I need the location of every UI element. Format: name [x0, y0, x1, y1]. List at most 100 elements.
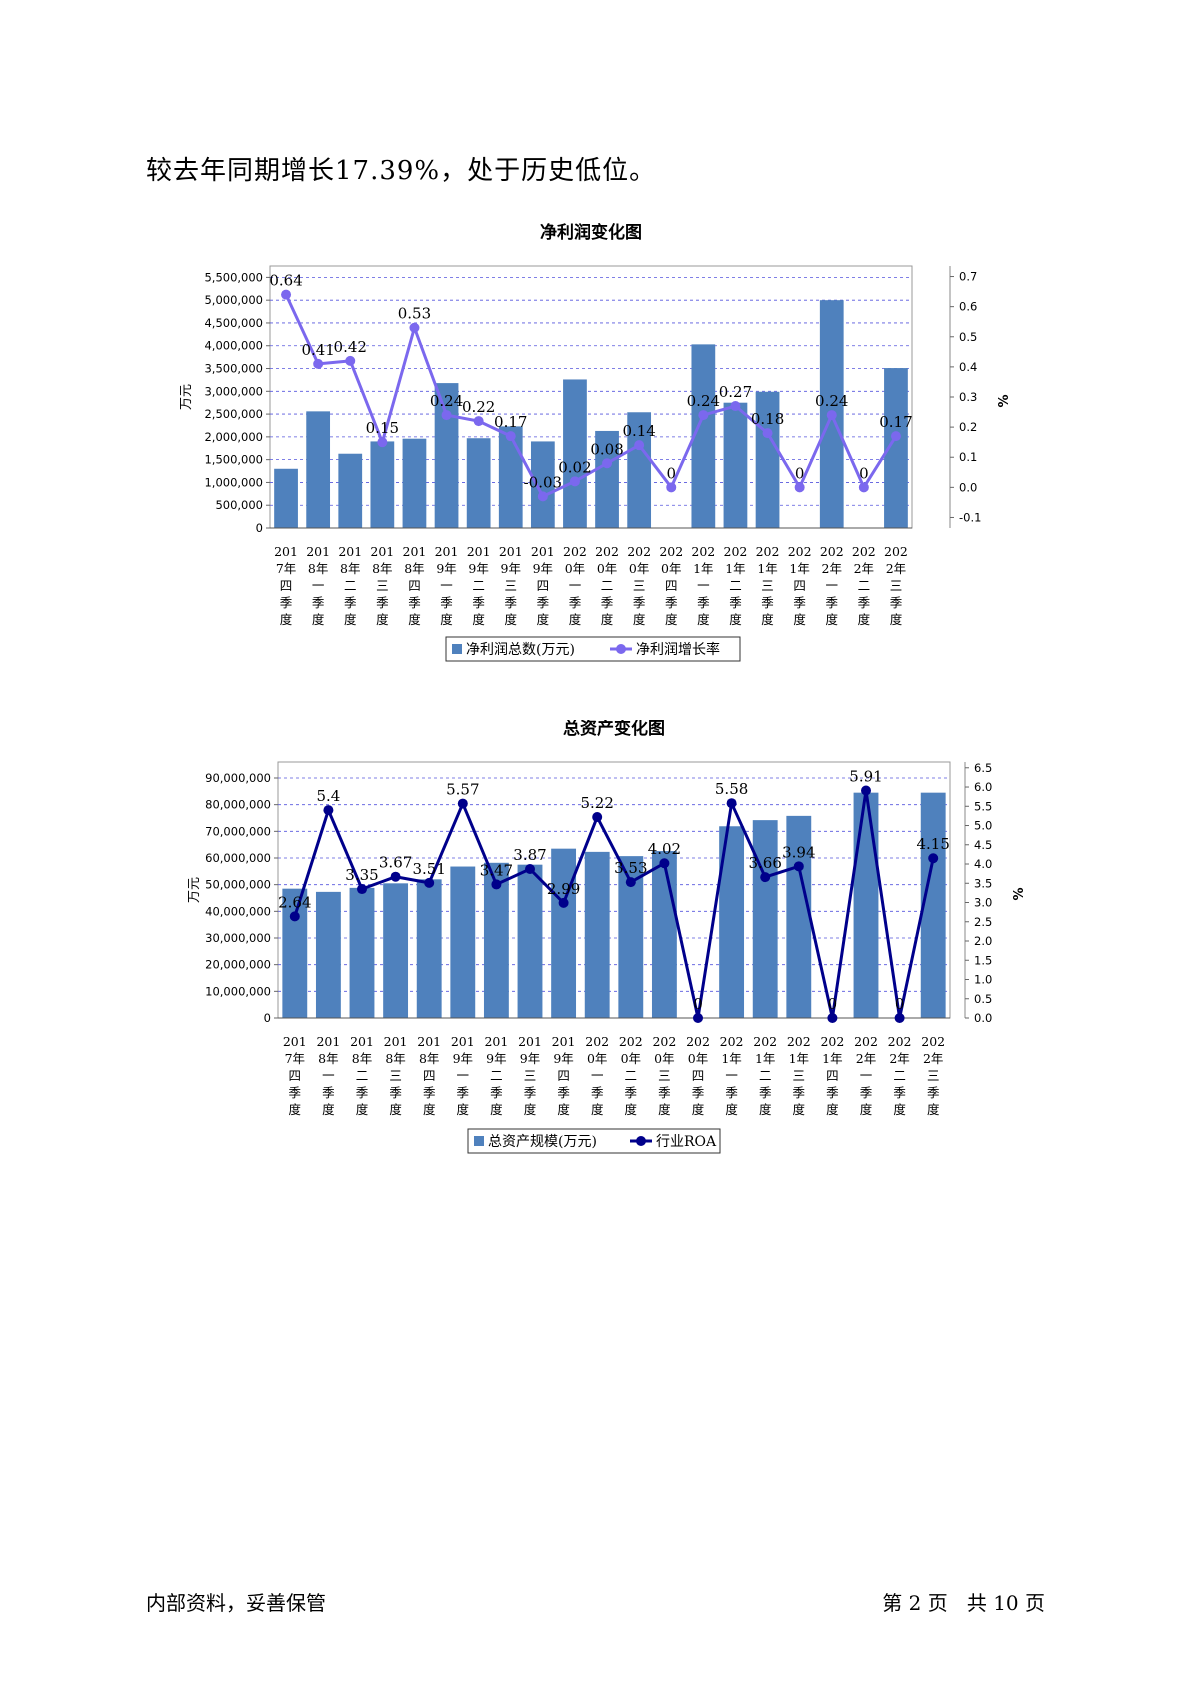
line-point [794, 482, 805, 493]
point-label: 0.41 [301, 341, 334, 359]
point-label: 0 [895, 995, 905, 1013]
legend-box [445, 636, 741, 662]
bar [274, 468, 298, 528]
y2-tick-label: 0.6 [959, 300, 977, 314]
bar [306, 411, 331, 528]
point-label: 3.67 [379, 854, 412, 872]
bar [551, 848, 577, 1018]
y2-tick-label: 0.2 [959, 420, 977, 434]
x-tick-label: 201 7年四季度 [283, 1034, 307, 1117]
line-point [890, 431, 901, 442]
y2-tick-label: 2.0 [974, 934, 992, 948]
line-series [293, 788, 935, 1020]
y-tick-label: 500,000 [215, 498, 263, 512]
y-tick-label: 70,000,000 [205, 824, 271, 838]
y-tick-label: 80,000,000 [205, 798, 271, 812]
line-point [390, 871, 401, 882]
x-tick-label: 202 1年二季度 [753, 1034, 777, 1117]
y2-tick-label: 6.5 [974, 761, 992, 775]
x-tick-label: 201 8年一季度 [316, 1034, 340, 1117]
line-point [345, 355, 356, 366]
y2-tick-label: 1.0 [974, 973, 992, 987]
net-profit-chart: 净利润变化图 0 500,000 1,000,000 1,500,000 2,000,00… [0, 220, 1191, 680]
line-point [323, 805, 334, 816]
line-point [928, 853, 939, 864]
y-tick-label: 5,500,000 [204, 270, 263, 284]
y2-tick-label: 2.5 [974, 915, 992, 929]
legend-label-line: 行业ROA [656, 1134, 717, 1150]
y-tick-label: 0 [256, 521, 263, 535]
y-tick-label: 40,000,000 [205, 904, 271, 918]
x-tick-label: 202 0年四季度 [659, 544, 683, 627]
line-point [377, 437, 388, 448]
x-tick-label: 202 0年二季度 [619, 1034, 643, 1117]
line-point [894, 1013, 905, 1023]
x-tick-label: 202 1年三季度 [756, 544, 780, 627]
bar [723, 402, 748, 528]
footer-page-number: 第 2 页 共 10 页 [882, 1587, 1045, 1616]
y2-tick-label: 0.7 [959, 270, 977, 284]
point-label: 5.57 [446, 781, 479, 799]
bar [315, 891, 341, 1018]
y2-tick-label: 0.4 [959, 360, 977, 374]
x-tick-label: 201 8年三季度 [370, 544, 394, 627]
line-point [693, 1013, 703, 1023]
bar [853, 792, 879, 1018]
legend-swatch-bar [452, 644, 462, 654]
bar [920, 792, 946, 1018]
legend-swatch-point [616, 644, 626, 654]
bar [530, 441, 555, 528]
line-point [409, 322, 420, 333]
x-tick-label: 202 1年四季度 [820, 1034, 844, 1117]
point-label: 0 [859, 464, 869, 482]
x-tick-label: 202 1年一季度 [691, 544, 715, 627]
line-point [602, 458, 613, 469]
y-tick-label: 5,000,000 [204, 293, 263, 307]
line-point [861, 785, 871, 796]
line-point [826, 410, 837, 421]
x-tick-label: 201 8年二季度 [350, 1034, 374, 1117]
page-number: 2 [908, 1591, 922, 1615]
x-tick-label: 202 0年一季度 [563, 544, 587, 627]
y-tick-label: 1,000,000 [204, 475, 263, 489]
x-tick-label: 202 2年二季度 [852, 544, 876, 627]
x-tick-label: 201 9年四季度 [552, 1034, 576, 1117]
point-label: 3.53 [614, 859, 647, 877]
point-label: 0.14 [622, 422, 655, 440]
x-tick-label: 202 2年二季度 [888, 1034, 912, 1117]
line-point [537, 491, 548, 502]
bar [752, 820, 778, 1018]
point-label: 0.18 [751, 410, 784, 428]
line-point [441, 410, 452, 421]
x-tick-label: 202 2年三季度 [921, 1034, 945, 1117]
chart-title: 净利润变化图 [540, 222, 642, 243]
line-point [634, 440, 645, 451]
point-label: 3.47 [480, 861, 513, 879]
line-point [473, 416, 484, 427]
point-label: 0 [795, 464, 805, 482]
y2-axis-label: % [1012, 887, 1027, 900]
line-point [289, 911, 300, 922]
total-assets-chart-svg: 总资产变化图 0 10,000,000 20,000,000 30,000,000 40,… [187, 720, 1027, 1154]
point-label: 0.42 [334, 338, 367, 356]
chart-title: 总资产变化图 [563, 720, 665, 739]
intro-paragraph: 较去年同期增长17.39%，处于历史低位。 [146, 156, 657, 186]
line-point [698, 410, 709, 421]
line-point [457, 798, 468, 809]
bar [416, 879, 442, 1018]
line-point [281, 289, 292, 300]
x-tick-label: 202 0年三季度 [627, 544, 651, 627]
bar [498, 426, 523, 528]
y2-tick-label: 0.5 [959, 330, 977, 344]
line-point [827, 1013, 838, 1023]
line-point [858, 482, 869, 493]
y-tick-label: 2,500,000 [204, 407, 263, 421]
bar [466, 438, 491, 528]
y-tick-label: 30,000,000 [205, 931, 271, 945]
bar [755, 391, 780, 528]
legend-label-bar: 净利润总数(万元) [466, 642, 575, 658]
line-point [760, 872, 771, 883]
y-tick-label: 1,500,000 [204, 453, 263, 467]
bar [434, 383, 459, 528]
x-tick-label: 202 1年四季度 [788, 544, 812, 627]
